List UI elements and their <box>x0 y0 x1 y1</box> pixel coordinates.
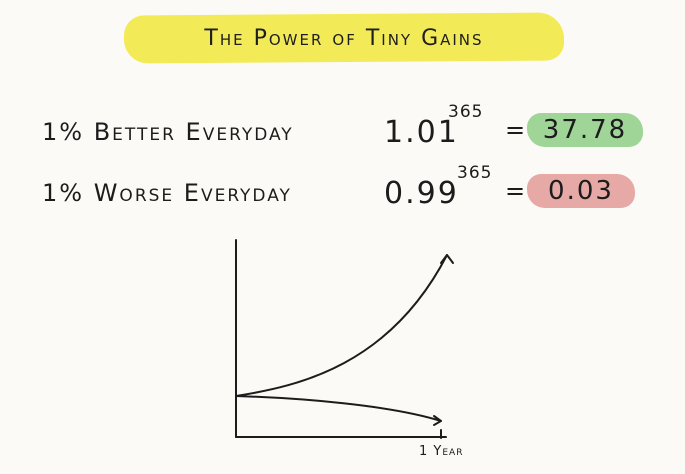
page-title: The Power of Tiny Gains <box>204 25 484 51</box>
worse-label: 1% Worse Everyday <box>42 179 292 207</box>
worse-result: 0.03 <box>527 174 635 208</box>
worse-row: 1% Worse Everyday 0.99 365 = 0.03 <box>0 163 685 217</box>
better-label: 1% Better Everyday <box>42 118 294 146</box>
worse-arrowhead <box>433 415 442 426</box>
better-base: 1.01 <box>384 115 459 150</box>
better-arrowhead <box>440 254 454 264</box>
better-equals: = <box>505 116 526 144</box>
title-banner: The Power of Tiny Gains <box>123 12 565 64</box>
x-axis-label: 1 Year <box>419 444 464 459</box>
worse-base: 0.99 <box>384 176 459 211</box>
better-exponent: 365 <box>448 102 484 122</box>
worse-equals: = <box>505 177 526 205</box>
better-result: 37.78 <box>527 113 643 147</box>
worse-exponent: 365 <box>457 163 493 183</box>
better-curve <box>235 254 448 397</box>
better-row: 1% Better Everyday 1.01 365 = 37.78 <box>0 102 685 156</box>
worse-curve <box>235 395 442 422</box>
